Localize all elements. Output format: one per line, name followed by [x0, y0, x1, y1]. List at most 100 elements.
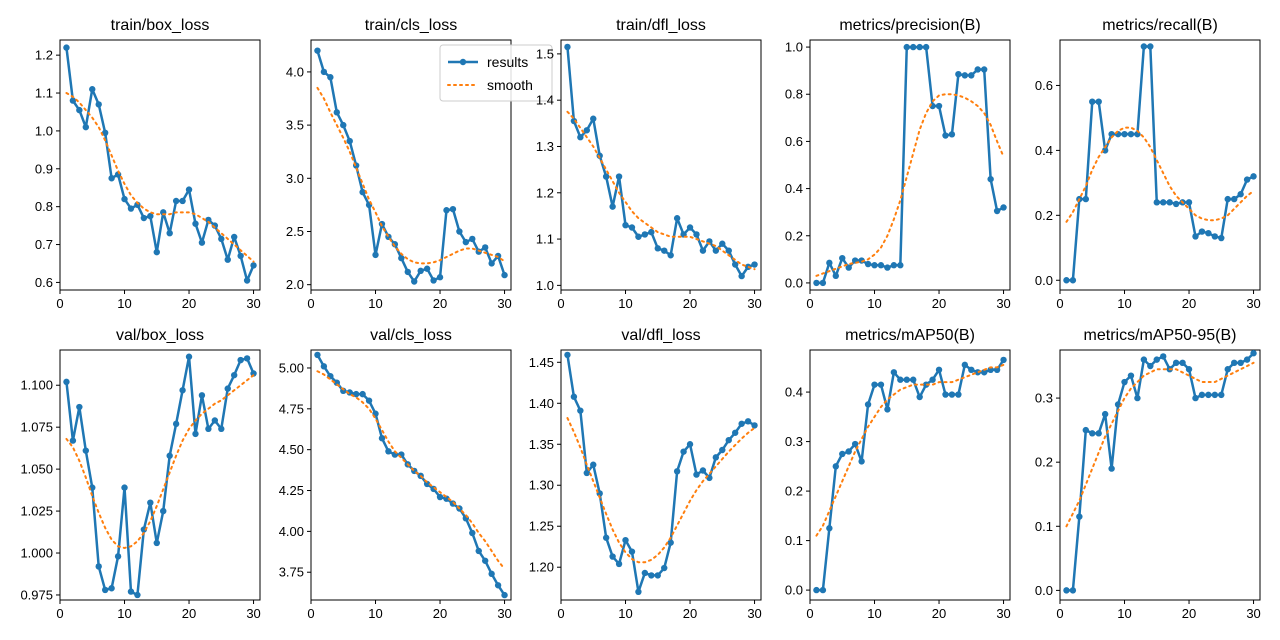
results-point — [69, 97, 77, 104]
results-point — [686, 224, 694, 231]
results-point — [1147, 362, 1154, 370]
results-point — [462, 238, 470, 246]
results-point — [1108, 465, 1115, 472]
results-point — [583, 127, 591, 134]
y-tick-label: 4.25 — [279, 483, 304, 498]
results-point — [974, 66, 981, 73]
results-point — [564, 43, 571, 51]
results-point — [352, 390, 360, 398]
subplot: metrics/mAP50-95(B) 0 10 20 30 0.0 0.1 0.2 0.3 — [1035, 327, 1261, 621]
results-point — [845, 448, 852, 455]
results-point — [570, 393, 578, 400]
results-point — [1250, 350, 1257, 357]
results-point — [738, 420, 745, 427]
y-tick-label: 1.100 — [20, 378, 53, 393]
x-tick-label: 30 — [996, 606, 1010, 621]
y-tick-label: 1.45 — [529, 355, 554, 370]
y-tick-label: 0.8 — [35, 199, 53, 214]
plot-frame — [560, 349, 762, 601]
plot-frame — [59, 39, 261, 291]
y-tick-label: 0.0 — [785, 275, 803, 290]
y-tick-label: 0.1 — [785, 533, 803, 548]
results-point — [1250, 173, 1257, 180]
results-point — [192, 220, 199, 227]
y-tick-label: 0.3 — [785, 434, 803, 449]
results-point — [1101, 147, 1109, 154]
results-point — [609, 553, 616, 560]
results-point — [858, 458, 865, 465]
results-point — [890, 369, 898, 376]
results-point — [564, 351, 571, 359]
legend-results-marker — [459, 58, 467, 66]
results-point — [1069, 277, 1077, 284]
results-point — [314, 351, 321, 359]
y-tick-label: 0.0 — [1035, 583, 1053, 598]
results-point — [839, 450, 846, 458]
results-point — [615, 173, 623, 180]
subplot-title: val/dfl_loss — [621, 327, 700, 344]
y-tick-label: 4.50 — [279, 442, 304, 457]
x-tick-label: 30 — [246, 296, 260, 311]
results-point — [699, 247, 707, 254]
results-point — [101, 586, 109, 594]
results-point — [699, 467, 707, 474]
results-point — [501, 591, 508, 599]
plot-frame — [560, 39, 762, 291]
results-point — [153, 248, 160, 256]
y-tick-label: 2.0 — [286, 277, 304, 292]
plot-frame — [809, 39, 1011, 291]
results-point — [955, 391, 962, 398]
results-point — [114, 553, 122, 560]
x-tick-label: 0 — [307, 296, 314, 311]
results-point — [1089, 430, 1096, 437]
results-point — [942, 132, 949, 139]
results-point — [320, 68, 328, 76]
results-point — [751, 261, 758, 268]
results-point — [243, 355, 251, 362]
subplot-title: train/dfl_loss — [616, 17, 706, 34]
results-point — [365, 397, 373, 404]
y-tick-label: 0.6 — [785, 134, 803, 149]
results-point — [218, 425, 225, 433]
results-point — [63, 44, 70, 51]
results-point — [851, 440, 859, 448]
results-point — [731, 261, 739, 268]
results-point — [948, 391, 956, 398]
results-point — [744, 418, 752, 425]
results-point — [1082, 195, 1090, 203]
results-point — [590, 461, 597, 468]
results-point — [198, 239, 206, 246]
results-point — [1237, 359, 1244, 367]
legend-results-label: results — [487, 54, 528, 70]
results-point — [719, 240, 726, 247]
results-point — [1198, 228, 1206, 235]
subplot: train/dfl_loss 0 10 20 30 1.0 1.1 1.2 1.3 1.4 1.5 — [536, 17, 762, 311]
x-tick-label: 30 — [747, 296, 761, 311]
results-point — [82, 447, 90, 454]
subplot: metrics/recall(B) 0 10 20 30 0.0 0.2 0.4 0.6 — [1035, 17, 1261, 311]
legend-box — [439, 44, 553, 102]
results-point — [166, 229, 173, 237]
results-point — [935, 102, 943, 110]
results-point — [648, 228, 655, 236]
results-point — [583, 469, 591, 477]
results-point — [673, 468, 681, 475]
x-tick-label: 30 — [497, 606, 511, 621]
x-tick-label: 20 — [433, 296, 447, 311]
results-point — [1211, 233, 1219, 240]
results-point — [1000, 204, 1007, 211]
results-point — [916, 43, 923, 51]
subplot-title: val/box_loss — [116, 327, 204, 344]
y-tick-label: 2.5 — [286, 224, 304, 239]
y-tick-label: 4.0 — [286, 64, 304, 79]
y-tick-label: 1.20 — [529, 560, 554, 575]
results-point — [609, 203, 616, 210]
subplot-title: val/cls_loss — [370, 327, 452, 344]
results-point — [826, 259, 833, 267]
results-point — [346, 389, 353, 396]
results-point — [340, 121, 347, 129]
x-tick-label: 0 — [56, 296, 63, 311]
results-point — [935, 366, 943, 374]
results-point — [897, 376, 904, 383]
y-tick-label: 0.0 — [1035, 273, 1053, 288]
